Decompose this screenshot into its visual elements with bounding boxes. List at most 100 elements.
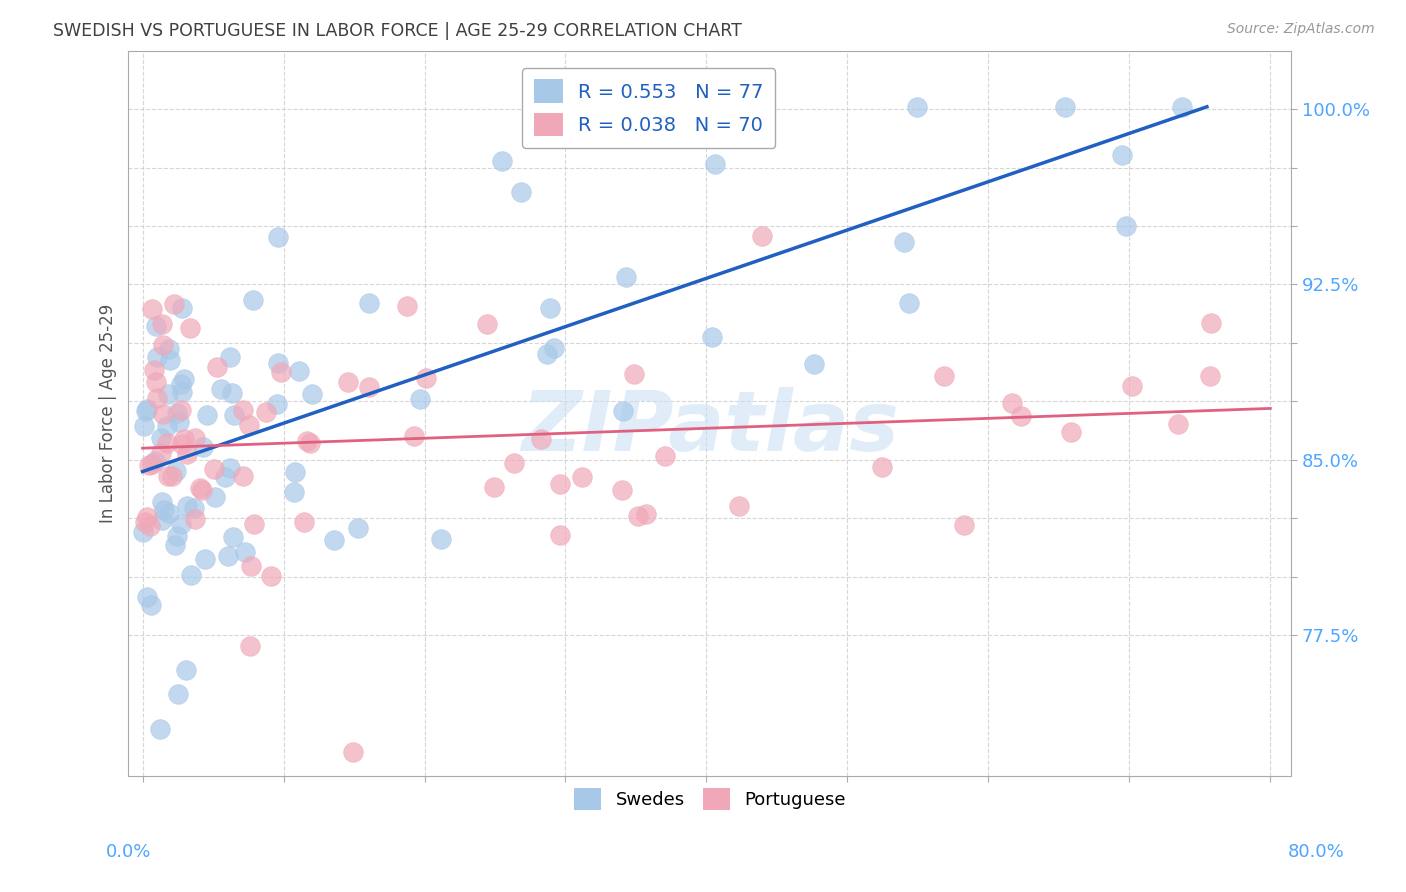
Point xyxy=(357,296,380,310)
Point xyxy=(146,391,169,405)
Point xyxy=(232,403,254,417)
Point xyxy=(166,529,188,543)
Point xyxy=(141,457,163,471)
Point xyxy=(150,317,173,331)
Point xyxy=(219,460,242,475)
Point xyxy=(169,517,191,532)
Point xyxy=(1060,425,1083,439)
Point xyxy=(239,639,262,653)
Point xyxy=(430,532,453,546)
Point xyxy=(160,469,183,483)
Point xyxy=(1010,409,1032,423)
Point xyxy=(530,432,553,446)
Point xyxy=(402,429,425,443)
Point xyxy=(627,508,650,523)
Point xyxy=(266,397,288,411)
Point xyxy=(415,370,437,384)
Point xyxy=(217,549,239,563)
Point xyxy=(191,440,214,454)
Text: 80.0%: 80.0% xyxy=(1288,843,1344,861)
Point xyxy=(1201,317,1223,331)
Point xyxy=(194,552,217,566)
Point xyxy=(503,457,526,471)
Point xyxy=(163,296,186,310)
Point xyxy=(170,377,193,392)
Point xyxy=(205,359,228,374)
Point xyxy=(270,365,292,379)
Point xyxy=(183,500,205,515)
Point xyxy=(342,745,364,759)
Point xyxy=(183,431,205,445)
Point xyxy=(150,513,173,527)
Point xyxy=(284,465,307,479)
Point xyxy=(152,407,174,421)
Point xyxy=(254,405,277,419)
Point xyxy=(292,515,315,529)
Point xyxy=(188,481,211,495)
Point xyxy=(156,418,179,433)
Text: SWEDISH VS PORTUGUESE IN LABOR FORCE | AGE 25-29 CORRELATION CHART: SWEDISH VS PORTUGUESE IN LABOR FORCE | A… xyxy=(53,22,742,40)
Point xyxy=(1121,379,1143,393)
Point xyxy=(173,372,195,386)
Point xyxy=(359,380,381,394)
Point xyxy=(1115,219,1137,234)
Point xyxy=(146,350,169,364)
Point xyxy=(409,392,432,407)
Point xyxy=(623,367,645,381)
Point xyxy=(149,431,172,445)
Point xyxy=(179,567,201,582)
Point xyxy=(536,347,558,361)
Point xyxy=(1171,100,1194,114)
Point xyxy=(170,436,193,450)
Point xyxy=(803,358,825,372)
Point xyxy=(1001,396,1024,410)
Point xyxy=(238,417,260,432)
Point xyxy=(166,465,188,479)
Point xyxy=(870,459,893,474)
Point xyxy=(905,100,928,114)
Point xyxy=(654,449,676,463)
Point xyxy=(136,591,159,605)
Point xyxy=(634,507,657,521)
Point xyxy=(242,517,264,532)
Point xyxy=(135,401,157,416)
Point xyxy=(323,533,346,547)
Point xyxy=(173,432,195,446)
Point xyxy=(165,538,187,552)
Text: Source: ZipAtlas.com: Source: ZipAtlas.com xyxy=(1227,22,1375,37)
Point xyxy=(136,509,159,524)
Point xyxy=(139,598,162,612)
Point xyxy=(156,435,179,450)
Point xyxy=(396,299,419,313)
Point xyxy=(751,229,773,244)
Point xyxy=(219,350,242,364)
Point xyxy=(142,362,165,376)
Point xyxy=(538,301,561,316)
Point xyxy=(897,296,920,310)
Point xyxy=(135,403,157,417)
Point xyxy=(184,512,207,526)
Point xyxy=(176,499,198,513)
Point xyxy=(297,434,319,448)
Point xyxy=(477,317,499,331)
Text: ZIPatlas: ZIPatlas xyxy=(522,387,898,468)
Point xyxy=(704,157,727,171)
Point xyxy=(179,321,201,335)
Point xyxy=(260,569,283,583)
Point xyxy=(700,329,723,343)
Point xyxy=(1198,369,1220,384)
Point xyxy=(145,376,167,390)
Point xyxy=(190,483,212,497)
Point xyxy=(202,462,225,476)
Text: 0.0%: 0.0% xyxy=(105,843,150,861)
Point xyxy=(214,470,236,484)
Point xyxy=(1053,100,1076,114)
Point xyxy=(156,469,179,483)
Point xyxy=(132,524,155,539)
Point xyxy=(242,293,264,308)
Point xyxy=(149,722,172,736)
Point xyxy=(167,415,190,429)
Point xyxy=(233,545,256,559)
Point xyxy=(301,386,323,401)
Point xyxy=(610,483,633,497)
